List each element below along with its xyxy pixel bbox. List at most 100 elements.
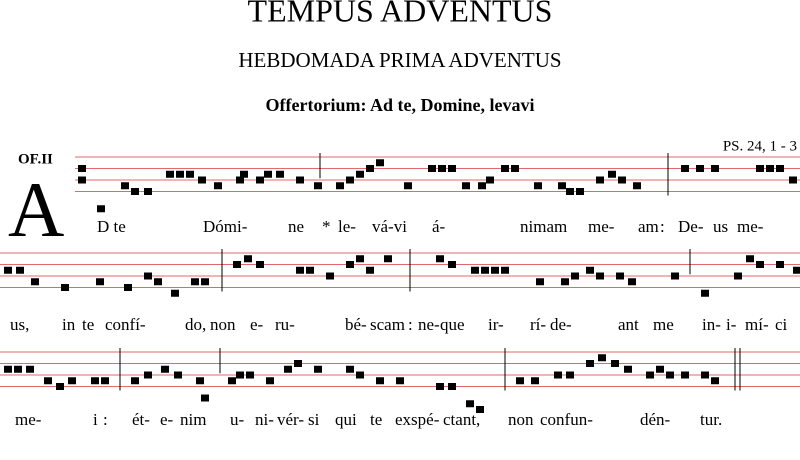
heading: Offertorium: Ad te, Domine, levavi <box>266 95 535 115</box>
neume <box>596 272 604 280</box>
lyric: confun- <box>540 410 593 429</box>
neume <box>466 400 474 408</box>
neume <box>789 176 797 184</box>
lyric: dén- <box>640 410 671 429</box>
neume <box>478 182 486 190</box>
neume <box>201 278 209 286</box>
neume <box>78 176 86 184</box>
neume <box>448 383 456 390</box>
neume <box>404 182 412 190</box>
neume <box>256 261 264 268</box>
neume <box>174 371 182 379</box>
neume <box>124 284 132 291</box>
neume <box>438 165 446 172</box>
neume <box>633 182 641 190</box>
neume <box>624 365 632 373</box>
neume <box>598 354 606 362</box>
lyric: u- <box>230 410 245 429</box>
lyric: ir- <box>488 315 504 334</box>
lyric: tur. <box>700 410 722 429</box>
subtitle: HEBDOMADA PRIMA ADVENTUS <box>238 48 561 72</box>
neume <box>346 176 354 184</box>
neume <box>296 176 304 184</box>
neume <box>4 266 12 274</box>
lyric: que <box>440 315 465 334</box>
lyric: ci <box>775 315 788 334</box>
neume <box>144 188 152 195</box>
mode: OF.II <box>18 151 53 167</box>
neume <box>566 188 574 195</box>
lyric: te <box>370 410 382 429</box>
neume <box>144 272 152 280</box>
lyric: scam <box>370 315 405 334</box>
neume <box>366 266 374 274</box>
neume <box>356 255 364 263</box>
neume <box>121 182 129 190</box>
neume <box>336 182 344 190</box>
neume <box>68 377 76 385</box>
neume <box>566 371 574 379</box>
neume <box>294 360 302 367</box>
neume <box>471 266 479 274</box>
neume <box>436 383 444 390</box>
neume <box>666 371 674 379</box>
lyric: e- <box>160 410 174 429</box>
neume <box>233 261 241 268</box>
lyric: nimam <box>520 217 567 236</box>
lyric: ne <box>288 217 304 236</box>
neume <box>681 371 689 379</box>
lyric: in <box>62 315 76 334</box>
neume <box>91 377 99 385</box>
neume <box>171 289 179 297</box>
neume <box>244 255 252 263</box>
lyric: me- <box>588 217 615 236</box>
neume <box>576 188 584 195</box>
lyric: D te <box>97 217 126 236</box>
neume <box>78 165 86 172</box>
neume <box>264 170 272 178</box>
neume <box>696 165 704 172</box>
lyric: confí- <box>105 315 146 334</box>
neume <box>196 377 204 385</box>
neume <box>462 182 470 190</box>
neume <box>97 205 105 213</box>
neume <box>296 266 304 274</box>
lyric: ctant, <box>443 410 480 429</box>
neume <box>131 188 139 195</box>
neume <box>701 289 709 297</box>
neume <box>756 165 764 172</box>
neume <box>198 176 206 184</box>
lyric: me- <box>737 217 764 236</box>
neume <box>356 371 364 379</box>
neume <box>486 176 494 184</box>
neume <box>756 261 764 268</box>
neume <box>491 266 499 274</box>
lyric: i- <box>726 315 737 334</box>
neume <box>326 272 334 280</box>
lyric: te <box>82 315 94 334</box>
neume <box>611 360 619 367</box>
neume <box>428 165 436 172</box>
neume <box>558 182 566 190</box>
neume <box>586 360 594 367</box>
lyric: Dómi- <box>203 217 248 236</box>
lyric: si <box>308 410 320 429</box>
neume <box>776 261 784 268</box>
initial: A <box>8 166 64 253</box>
lyric: non <box>210 315 236 334</box>
lyric: ét- <box>132 410 150 429</box>
lyric: me- <box>15 410 42 429</box>
neume <box>356 170 364 178</box>
neume <box>561 278 569 286</box>
neume <box>176 170 184 178</box>
neume <box>536 278 544 286</box>
lyric: e- <box>250 315 264 334</box>
lyric: am <box>638 217 659 236</box>
neume <box>766 165 774 172</box>
lyric: ne- <box>418 315 440 334</box>
neume <box>14 365 22 373</box>
neume <box>628 278 636 286</box>
neume <box>201 394 209 402</box>
